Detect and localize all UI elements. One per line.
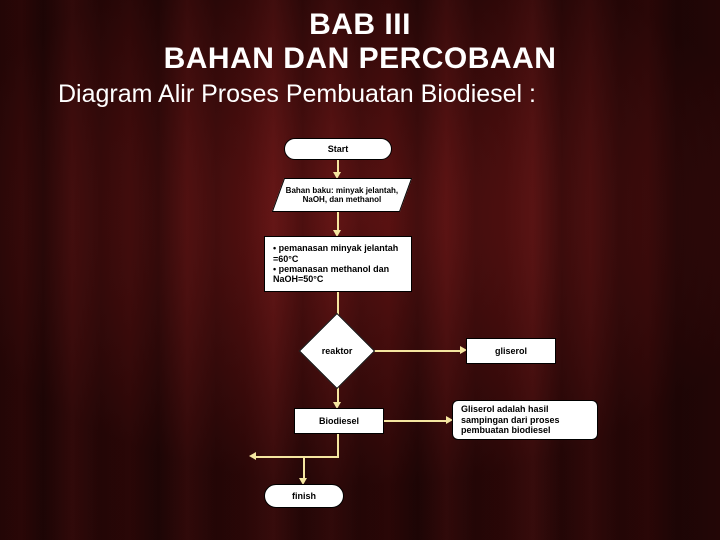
- node-biodiesel: Biodiesel: [294, 408, 384, 434]
- edge-biodiesel-note: [384, 420, 448, 422]
- node-reaktor-label: reaktor: [322, 346, 353, 356]
- node-start-label: Start: [328, 144, 349, 154]
- chapter-title-line1: BAB III: [0, 0, 720, 42]
- node-biodiesel-label: Biodiesel: [319, 416, 359, 426]
- chapter-title-line2: BAHAN DAN PERCOBAAN: [0, 42, 720, 76]
- node-input-label: Bahan baku: minyak jelantah, NaOH, dan m…: [285, 186, 399, 204]
- edge-biodiesel-finish-v1: [337, 434, 339, 456]
- edge-input-heat: [337, 212, 339, 232]
- node-finish: finish: [264, 484, 344, 508]
- node-finish-label: finish: [292, 491, 316, 501]
- node-note: Gliserol adalah hasil sampingan dari pro…: [452, 400, 598, 440]
- edge-reaktor-gliserol: [366, 350, 462, 352]
- edge-biodiesel-finish-v2: [303, 456, 305, 480]
- node-start: Start: [284, 138, 392, 160]
- node-reaktor: reaktor: [299, 313, 375, 389]
- edge-biodiesel-finish-h: [255, 456, 339, 458]
- node-gliserol: gliserol: [466, 338, 556, 364]
- diagram-subtitle: Diagram Alir Proses Pembuatan Biodiesel …: [0, 76, 720, 109]
- node-heat-label: • pemanasan minyak jelantah =60°C • pema…: [273, 243, 403, 284]
- node-gliserol-label: gliserol: [495, 346, 527, 356]
- node-heat: • pemanasan minyak jelantah =60°C • pema…: [264, 236, 412, 292]
- node-note-label: Gliserol adalah hasil sampingan dari pro…: [461, 404, 589, 435]
- node-input: Bahan baku: minyak jelantah, NaOH, dan m…: [272, 178, 412, 212]
